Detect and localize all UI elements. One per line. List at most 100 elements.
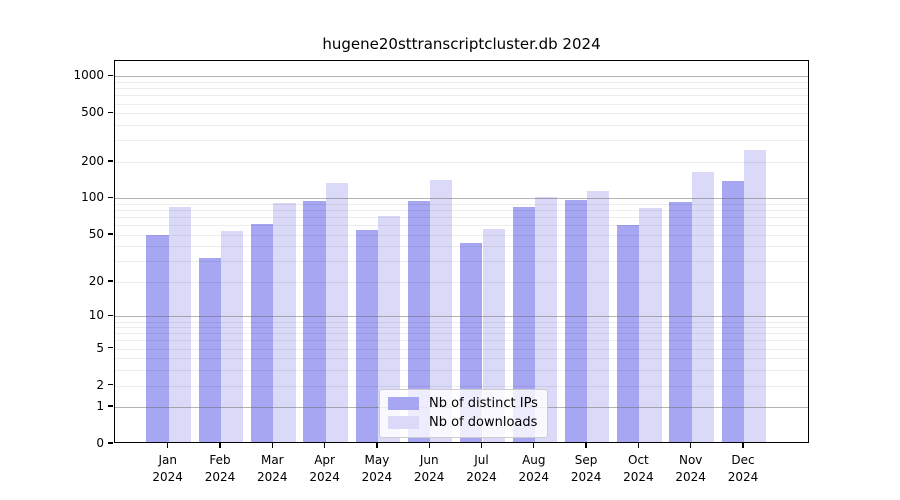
gridline-major-10 xyxy=(115,316,808,318)
bar-downloads-oct xyxy=(639,208,662,442)
y-tick-label-50: 50 xyxy=(88,226,104,241)
gridline-minor-70 xyxy=(115,217,808,219)
y-tick-label-20: 20 xyxy=(88,274,104,289)
x-tick-year: 2024 xyxy=(152,469,183,484)
y-tick-label-500: 500 xyxy=(81,105,104,120)
legend: Nb of distinct IPs Nb of downloads xyxy=(379,389,548,438)
gridline-minor-30 xyxy=(115,261,808,263)
x-tick-month: Jan xyxy=(158,453,177,467)
x-tick-label-jan: Jan 2024 xyxy=(141,452,195,485)
y-tick-label-200: 200 xyxy=(81,153,104,168)
bar-ips-aug xyxy=(512,207,535,442)
y-tick-label-10: 10 xyxy=(88,308,104,323)
gridline-minor-3 xyxy=(115,370,808,372)
x-tick-month: Mar xyxy=(260,453,284,467)
gridline-minor-8 xyxy=(115,327,808,329)
x-tick-month: Oct xyxy=(628,453,649,467)
gridline-minor-40 xyxy=(115,246,808,248)
bar-downloads-apr xyxy=(325,182,348,442)
gridline-minor-5 xyxy=(115,348,808,350)
bar-ips-sep xyxy=(564,199,588,442)
x-tick-mark-jun xyxy=(428,443,430,448)
x-tick-year: 2024 xyxy=(518,469,550,484)
legend-item-downloads: Nb of downloads xyxy=(388,415,538,430)
x-tick-label-may: May 2024 xyxy=(350,452,404,485)
x-tick-label-apr: Apr 2024 xyxy=(298,452,352,485)
x-tick-year: 2024 xyxy=(466,469,497,484)
chart-title: hugene20sttranscriptcluster.db 2024 xyxy=(322,35,601,53)
gridline-minor-7 xyxy=(115,333,808,335)
x-tick-label-aug: Aug 2024 xyxy=(507,452,561,485)
x-tick-month: Feb xyxy=(209,453,231,467)
bar-ips-oct xyxy=(617,225,640,442)
x-tick-mark-oct xyxy=(637,443,640,448)
bar-ips-feb xyxy=(198,257,221,442)
x-tick-label-sep: Sep 2024 xyxy=(559,452,613,485)
legend-swatch-downloads xyxy=(388,416,419,429)
y-tick-mark-10 xyxy=(108,314,113,317)
bar-downloads-jun xyxy=(430,179,453,442)
x-tick-label-feb: Feb 2024 xyxy=(193,452,247,485)
y-tick-mark-200 xyxy=(108,160,113,162)
x-tick-month: Aug xyxy=(522,453,546,467)
legend-item-ips: Nb of distinct IPs xyxy=(388,396,538,411)
bar-downloads-jul xyxy=(482,228,505,442)
x-tick-month: Dec xyxy=(731,453,755,467)
gridline-minor-500 xyxy=(115,113,808,115)
x-tick-mark-nov xyxy=(690,443,692,448)
y-tick-label-1: 1 xyxy=(96,399,104,414)
x-tick-label-nov: Nov 2024 xyxy=(664,452,718,485)
x-tick-year: 2024 xyxy=(623,469,654,484)
x-tick-mark-mar xyxy=(271,443,273,448)
x-tick-month: Sep xyxy=(574,453,598,467)
legend-swatch-ips xyxy=(388,397,419,410)
plot-area: Nb of distinct IPs Nb of downloads xyxy=(114,60,809,443)
x-tick-label-mar: Mar 2024 xyxy=(245,452,299,485)
y-tick-mark-2 xyxy=(108,383,113,386)
x-tick-mark-may xyxy=(376,443,378,448)
x-tick-mark-aug xyxy=(533,443,535,448)
x-tick-month: Jun xyxy=(419,453,439,467)
x-tick-mark-dec xyxy=(742,443,744,448)
x-tick-mark-jul xyxy=(480,443,483,448)
x-tick-month: Jul xyxy=(474,453,489,467)
gridline-minor-600 xyxy=(115,103,808,105)
gridline-minor-9 xyxy=(115,321,808,323)
bar-downloads-may xyxy=(377,216,401,442)
x-tick-label-jun: Jun 2024 xyxy=(402,452,456,485)
x-tick-year: 2024 xyxy=(204,469,236,484)
plot-inner xyxy=(115,61,808,442)
y-tick-label-5: 5 xyxy=(96,340,104,355)
y-tick-label-2: 2 xyxy=(96,377,104,392)
bar-downloads-mar xyxy=(273,202,296,442)
gridline-minor-400 xyxy=(115,125,808,127)
bar-downloads-jan xyxy=(168,207,191,442)
x-tick-month: Nov xyxy=(678,453,703,467)
gridline-major-100 xyxy=(115,198,808,200)
x-tick-month: May xyxy=(364,453,390,467)
legend-label: Nb of downloads xyxy=(429,415,538,430)
x-tick-label-dec: Dec 2024 xyxy=(716,452,770,485)
gridline-minor-2 xyxy=(115,385,808,387)
y-tick-label-100: 100 xyxy=(81,190,104,205)
gridline-minor-4 xyxy=(115,358,808,360)
bar-ips-may xyxy=(355,229,378,442)
gridline-minor-900 xyxy=(115,82,808,84)
y-tick-mark-500 xyxy=(108,111,113,113)
y-tick-mark-0 xyxy=(108,442,113,444)
bar-ips-jun xyxy=(407,200,431,442)
bar-ips-nov xyxy=(669,202,692,442)
gridline-minor-80 xyxy=(115,210,808,212)
y-tick-mark-20 xyxy=(108,280,113,282)
gridline-major-1000 xyxy=(115,76,808,78)
x-tick-mark-feb xyxy=(219,443,221,448)
bar-downloads-aug xyxy=(534,196,558,442)
x-tick-mark-sep xyxy=(585,443,587,448)
x-tick-year: 2024 xyxy=(257,469,288,484)
x-tick-month: Apr xyxy=(314,453,335,467)
x-tick-year: 2024 xyxy=(309,469,340,484)
gridline-minor-20 xyxy=(115,282,808,284)
x-tick-label-jul: Jul 2024 xyxy=(455,452,509,485)
bar-downloads-feb xyxy=(221,230,244,442)
y-tick-mark-50 xyxy=(108,233,113,235)
